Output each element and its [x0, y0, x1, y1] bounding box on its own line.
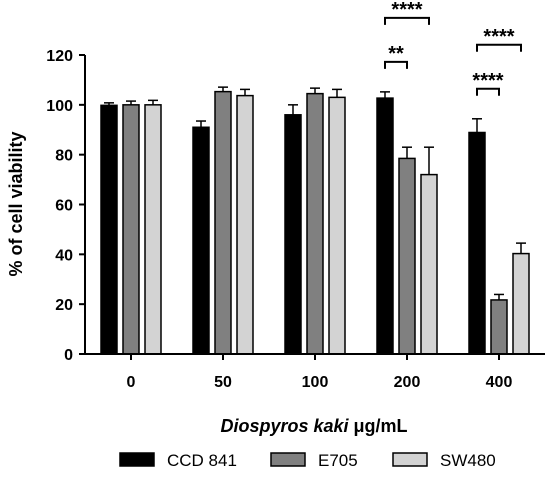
significance-bracket	[476, 43, 522, 52]
y-axis-label: % of cell viability	[6, 131, 26, 276]
axes-group: 0 20 40 60 80 100 120 0 50 100 200 400	[46, 48, 545, 391]
bars-group	[100, 90, 530, 355]
y-tick-label: 40	[55, 247, 73, 264]
bar-e705-50	[214, 90, 232, 355]
error-bars-group	[104, 86, 526, 300]
bar-ccd-841-50	[192, 126, 210, 355]
bar-sw480-200	[420, 173, 438, 355]
significance-label: ****	[483, 26, 514, 48]
significance-label: **	[388, 43, 404, 65]
x-tick-label: 100	[302, 374, 329, 391]
significance-bracket	[476, 87, 500, 96]
bar-sw480-0	[144, 104, 162, 355]
x-axis-label: Diospyros kaki μg/mL	[220, 416, 407, 436]
x-axis-label-species: Diospyros kaki	[220, 416, 349, 436]
significance-bracket	[384, 60, 408, 69]
legend-label: CCD 841	[167, 451, 237, 470]
legend-label: SW480	[440, 451, 496, 470]
bar-e705-100	[306, 92, 324, 355]
bar-e705-0	[122, 104, 140, 355]
legend-swatch	[392, 452, 428, 467]
significance-label: ****	[391, 0, 422, 21]
x-tick-label: 50	[214, 374, 232, 391]
legend-swatch	[119, 452, 155, 467]
significance-label: ****	[472, 70, 503, 92]
y-tick-label: 120	[46, 48, 73, 65]
significance-group: **************	[384, 0, 522, 96]
bar-sw480-100	[328, 96, 346, 355]
bar-ccd-841-0	[100, 104, 118, 355]
x-tick-label: 0	[127, 374, 136, 391]
legend-label: E705	[318, 451, 358, 470]
legend: CCD 841 E705 SW480	[119, 451, 496, 470]
bar-ccd-841-400	[468, 131, 486, 355]
y-tick-label: 0	[64, 347, 73, 364]
x-tick-label: 200	[394, 374, 421, 391]
x-tick-label: 400	[486, 374, 513, 391]
y-tick-label: 60	[55, 198, 73, 215]
y-tick-label: 80	[55, 148, 73, 165]
legend-swatch	[270, 452, 306, 467]
bar-ccd-841-100	[284, 114, 302, 355]
x-axis-label-unit: μg/mL	[349, 416, 408, 436]
bar-sw480-50	[236, 94, 254, 355]
bar-e705-400	[490, 299, 508, 355]
y-tick-label: 100	[46, 98, 73, 115]
y-tick-label: 20	[55, 297, 73, 314]
bar-sw480-400	[512, 252, 530, 355]
bar-e705-200	[398, 157, 416, 355]
significance-bracket	[384, 16, 430, 25]
bar-ccd-841-200	[376, 97, 394, 355]
